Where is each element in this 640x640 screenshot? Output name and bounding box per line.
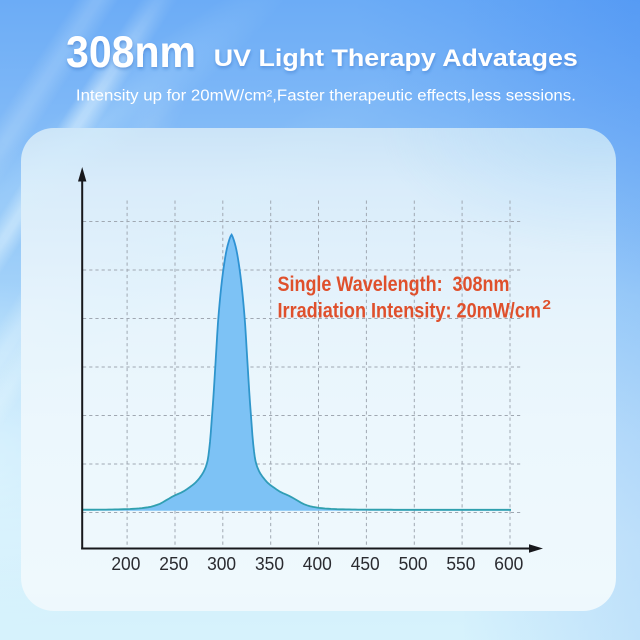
svg-text:550: 550 <box>446 553 475 574</box>
svg-text:400: 400 <box>303 553 332 574</box>
svg-text:Single Wavelength: 308nm: Single Wavelength: 308nm <box>278 272 510 296</box>
svg-text:308nm: 308nm <box>66 28 196 77</box>
svg-text:500: 500 <box>399 553 428 574</box>
svg-text:Intensity up for 20mW/cm²,Fast: Intensity up for 20mW/cm²,Faster therape… <box>76 88 576 105</box>
svg-text:600: 600 <box>494 553 523 574</box>
svg-text:250: 250 <box>159 553 188 574</box>
svg-text:Irradiation Intensity: 20mW/cm: Irradiation Intensity: 20mW/cm <box>278 299 542 323</box>
svg-text:300: 300 <box>207 553 236 574</box>
svg-text:UV Light Therapy Advatages: UV Light Therapy Advatages <box>214 45 578 72</box>
svg-text:200: 200 <box>111 553 140 574</box>
svg-text:350: 350 <box>255 553 284 574</box>
svg-text:2: 2 <box>542 298 551 312</box>
svg-text:450: 450 <box>351 553 380 574</box>
